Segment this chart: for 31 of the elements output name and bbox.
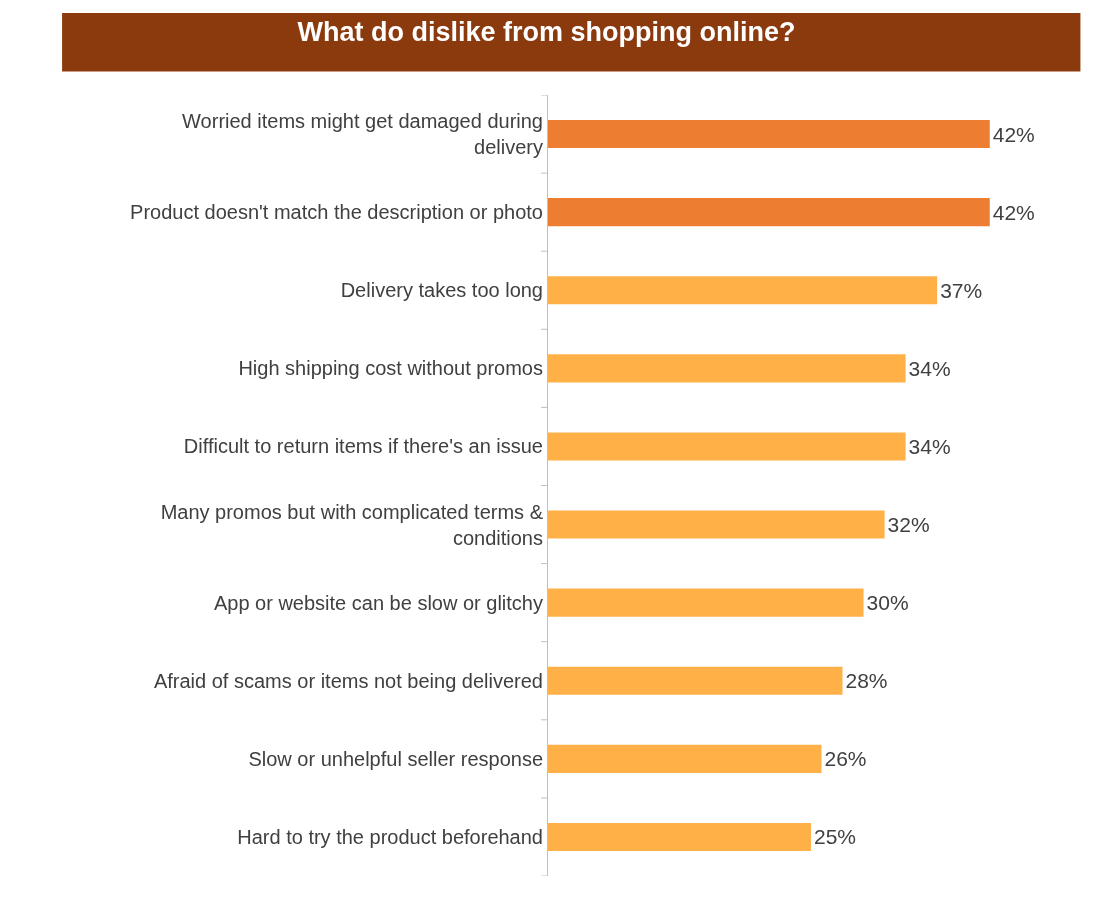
- y-tick-label: Delivery takes too long: [340, 279, 543, 302]
- bar: [548, 119, 990, 149]
- data-label: 42%: [992, 200, 1035, 224]
- bar: [548, 822, 811, 852]
- bar: [548, 588, 864, 617]
- bar: [548, 510, 885, 539]
- data-label: 30%: [866, 591, 909, 615]
- bar: [548, 666, 843, 695]
- data-label: 34%: [908, 434, 951, 458]
- bar: [548, 432, 906, 461]
- bar: [548, 744, 822, 773]
- y-tick-label: Difficult to return items if there's an issue: [183, 435, 543, 458]
- data-label: 42%: [992, 122, 1035, 146]
- y-tick-label: High shipping cost without promos: [238, 357, 543, 380]
- data-label: 32%: [887, 513, 930, 537]
- y-tick-label: App or website can be slow or glitchy: [213, 591, 543, 614]
- y-tick-label: Worried items might get damaged during delivery: [182, 110, 543, 159]
- y-tick-label: Many promos but with complicated terms & conditions: [160, 500, 544, 549]
- data-label: 37%: [940, 278, 983, 302]
- bar: [548, 276, 938, 305]
- bar: [548, 198, 990, 227]
- data-label: 34%: [908, 356, 951, 380]
- bar: [548, 354, 906, 383]
- y-tick-label: Hard to try the product beforehand: [237, 825, 543, 848]
- data-label: 28%: [845, 669, 888, 693]
- data-label: 25%: [813, 825, 856, 849]
- data-label: 26%: [824, 747, 867, 771]
- chart-title: What do dislike from shopping online?: [297, 17, 796, 48]
- y-tick-label: Slow or unhelpful seller response: [248, 747, 543, 770]
- y-tick-label: Afraid of scams or items not being delivered: [153, 669, 543, 692]
- y-tick-label: Product doesn't match the description or photo: [130, 201, 543, 224]
